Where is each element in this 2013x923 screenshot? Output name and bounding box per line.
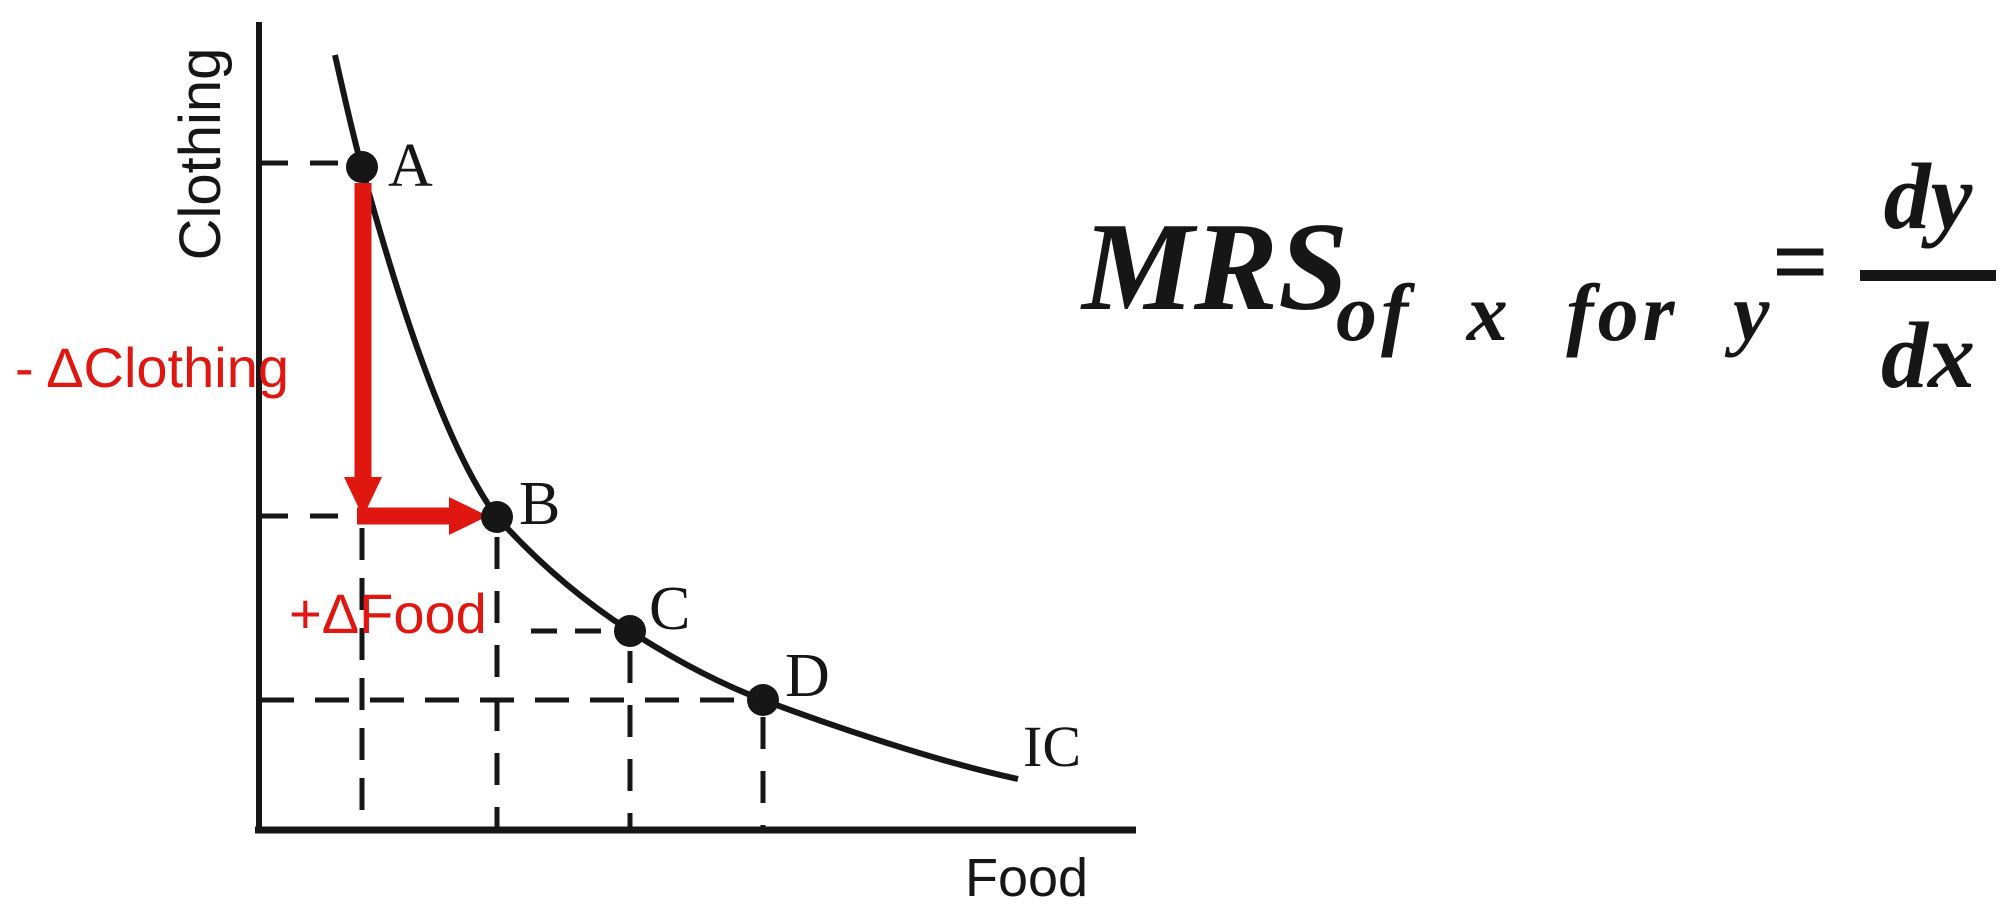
formula-equals-sign: = [1772,206,1829,317]
fraction-bar [1860,270,1996,281]
formula-lhs: MRS [1082,198,1349,337]
delta-arrows [344,183,488,535]
point-dot-B [481,501,513,533]
indifference-curve [332,54,1019,782]
guide-lines [260,160,766,828]
point-dot-A [346,151,378,183]
curve-label-ic: IC [1023,714,1081,779]
point-label-C: C [649,575,691,643]
delta-clothing-label: - ΔClothing [15,336,289,399]
formula-fraction: dy dx [1860,150,1996,403]
point-label-A: A [388,132,433,200]
point-label-D: D [785,642,830,710]
curve-points [346,151,779,716]
delta-clothing-arrowhead-icon [344,477,382,517]
delta-food-label: +ΔFood [289,582,487,645]
formula-denominator: dx [1881,304,1975,408]
delta-food-arrowhead-icon [449,497,488,535]
point-label-B: B [519,470,561,538]
point-dot-D [747,684,779,716]
x-axis-label: Food [965,848,1089,908]
formula-numerator: dy [1883,145,1973,249]
formula-subscript: of x for y [1336,267,1774,358]
point-dot-C [614,615,646,647]
y-axis-label: Clothing [168,47,233,261]
